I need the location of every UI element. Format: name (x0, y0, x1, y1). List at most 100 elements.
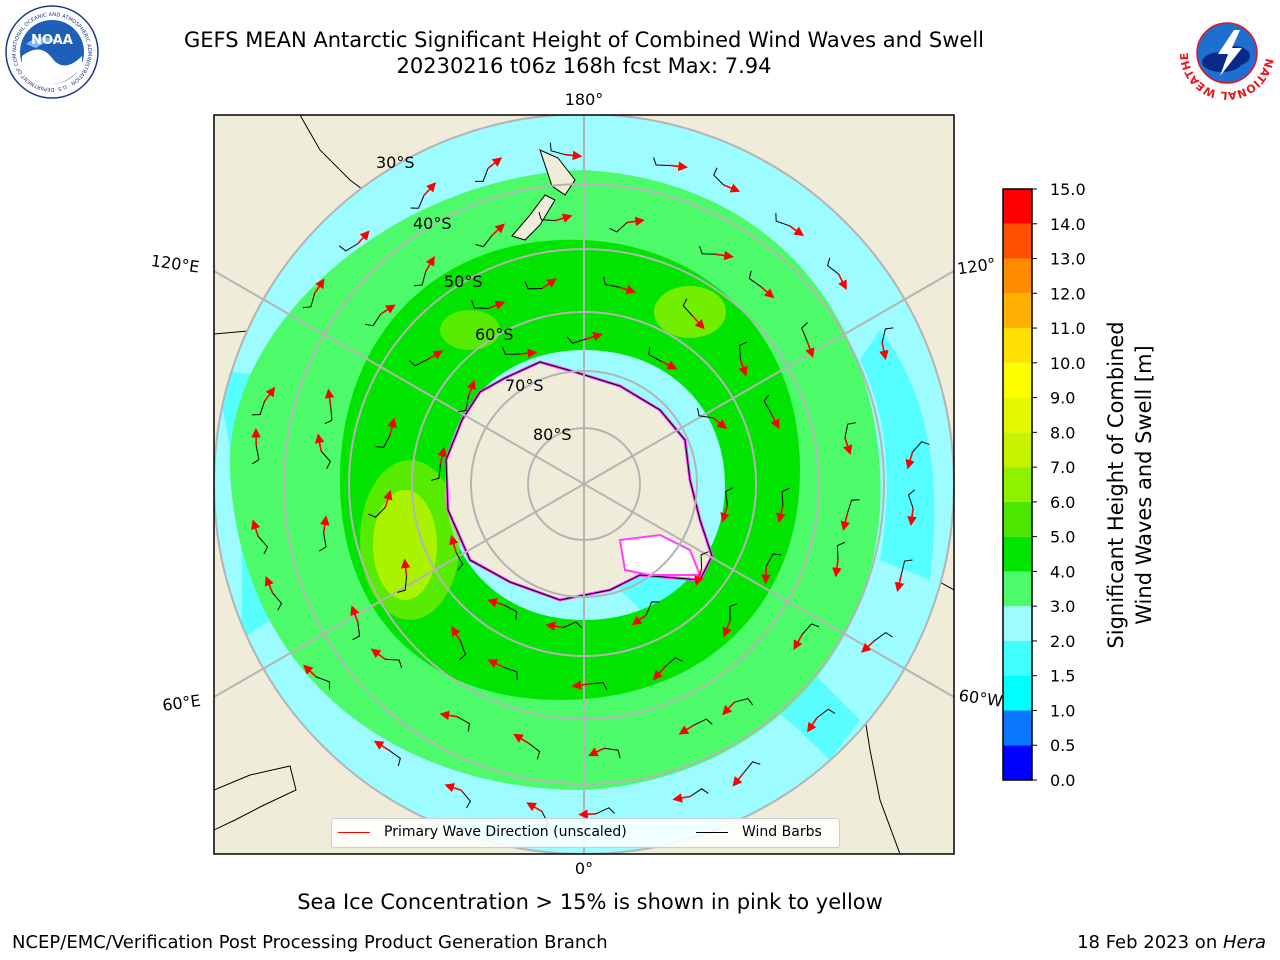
wave-direction-arrow (564, 150, 583, 161)
wave-direction-arrow (370, 648, 386, 660)
wind-barb (316, 676, 330, 690)
wave-direction-arrow (519, 348, 538, 359)
lon-label-180: 180° (565, 90, 604, 109)
wave-direction-arrow (320, 515, 330, 534)
wave-direction-arrow (770, 412, 780, 430)
wave-direction-arrow (555, 213, 573, 223)
legend-item-wind-barbs: Wind Barbs (696, 824, 822, 840)
lon-label-60e: 60°E (161, 691, 202, 715)
wind-barb (696, 407, 714, 419)
wind-barb (567, 336, 587, 344)
wind-barb (801, 623, 820, 635)
colorbar-tick-label: 6.0 (1050, 493, 1075, 512)
wind-barb (388, 749, 401, 767)
map-frame (213, 114, 955, 855)
wind-barb (700, 551, 709, 569)
wind-barb (324, 406, 333, 425)
colorbar-segment (1003, 293, 1032, 329)
wave-direction-arrow (723, 183, 741, 193)
colorbar-tick-label: 4.0 (1050, 562, 1075, 581)
wave-direction-arrow (843, 437, 853, 455)
wind-barb (725, 487, 733, 506)
lon-label-60w: 60°W (958, 686, 1005, 711)
wave-direction-arrow (444, 783, 462, 793)
wave-direction-arrow (738, 359, 748, 377)
lat-label-70: 70°S (505, 376, 544, 395)
wave-direction-arrow (487, 598, 505, 608)
wave-direction-arrow (585, 332, 604, 342)
chart-title: GEFS MEAN Antarctic Significant Height o… (183, 28, 985, 52)
wind-barb (257, 536, 269, 555)
colorbar-segment (1003, 675, 1032, 711)
wind-barb (589, 682, 608, 691)
wave-direction-arrow (387, 417, 397, 436)
lat-label-60: 60°S (475, 325, 514, 344)
legend-label-barbs: Wind Barbs (742, 824, 822, 840)
green-yellow-patch (360, 460, 460, 620)
lat-label-50: 50°S (444, 272, 483, 291)
meridian-60e-120w (214, 270, 954, 698)
colorbar-tick-label: 7.0 (1050, 458, 1075, 477)
wind-barb (475, 168, 489, 182)
wind-barb (739, 341, 748, 360)
wind-barb (729, 603, 738, 621)
wind-barb (414, 271, 427, 287)
wave-direction-arrow (732, 772, 745, 787)
map-legend: Primary Wave Direction (unscaled) Wind B… (331, 818, 840, 848)
wind-barb (455, 551, 464, 571)
colorbar-segment (1003, 467, 1032, 502)
wind-barb (604, 747, 621, 759)
sea-ice-note: Sea Ice Concentration > 15% is shown in … (297, 890, 883, 914)
wind-barb (609, 222, 628, 233)
colorbar-tick-label: 0.0 (1050, 771, 1075, 790)
wave-direction-arrow (712, 417, 728, 429)
wind-barb (836, 541, 845, 560)
wave-direction-arrow (670, 161, 688, 172)
wave-direction-arrow (423, 182, 437, 196)
wave-direction-arrow (451, 626, 462, 642)
graticule (214, 115, 954, 854)
lon-label-0: 0° (575, 859, 593, 878)
wave-direction-arrow (313, 278, 325, 294)
wind-barb (504, 604, 518, 620)
lat-label-40: 40°S (413, 214, 452, 233)
wind-barb (461, 790, 471, 809)
colorbar-tick-label: 11.0 (1050, 319, 1086, 338)
wave-direction-arrow (373, 740, 390, 751)
wave-direction-arrow (720, 505, 730, 523)
wind-barb (603, 276, 620, 288)
wind-barb (397, 576, 408, 593)
wave-direction-arrow (400, 558, 411, 577)
wind-barb (272, 592, 283, 611)
colorbar-segment (1003, 710, 1032, 746)
wind-barb (748, 270, 762, 288)
wind-barb (693, 718, 713, 726)
wind-barb (900, 559, 913, 575)
wind-barb (368, 506, 386, 518)
wave-direction-arrow (626, 216, 645, 227)
chart-subtitle: 20230216 t06z 168h fcst Max: 7.94 (396, 54, 772, 78)
wave-direction-arrow (692, 315, 705, 330)
colorbar-tick-label: 1.0 (1050, 701, 1075, 720)
wind-barb (689, 788, 709, 797)
colorbar-segment (1003, 745, 1032, 780)
wind-barb (339, 243, 359, 252)
wave-direction-arrow (678, 724, 695, 735)
wind-barb (528, 742, 541, 760)
wind-barb (252, 401, 266, 416)
lat-label-80: 80°S (533, 425, 572, 444)
colorbar-label-line2: Wind Waves and Swell [m] (1132, 345, 1156, 625)
wind-barb (458, 396, 469, 413)
wave-direction-arrow (672, 793, 691, 803)
colorbar-tick-label: 3.0 (1050, 597, 1075, 616)
wind-barb (410, 195, 425, 209)
colorbar-tick-label: 5.0 (1050, 528, 1075, 547)
wind-barb (503, 666, 518, 680)
colorbar-segment (1003, 328, 1032, 363)
wind-barb (352, 622, 361, 641)
lon-label-120w: 120° (956, 254, 997, 278)
wave-direction-arrow (324, 388, 335, 407)
wind-barb (645, 601, 660, 616)
colorbar-segment (1003, 571, 1032, 607)
wind-barb (318, 533, 327, 552)
